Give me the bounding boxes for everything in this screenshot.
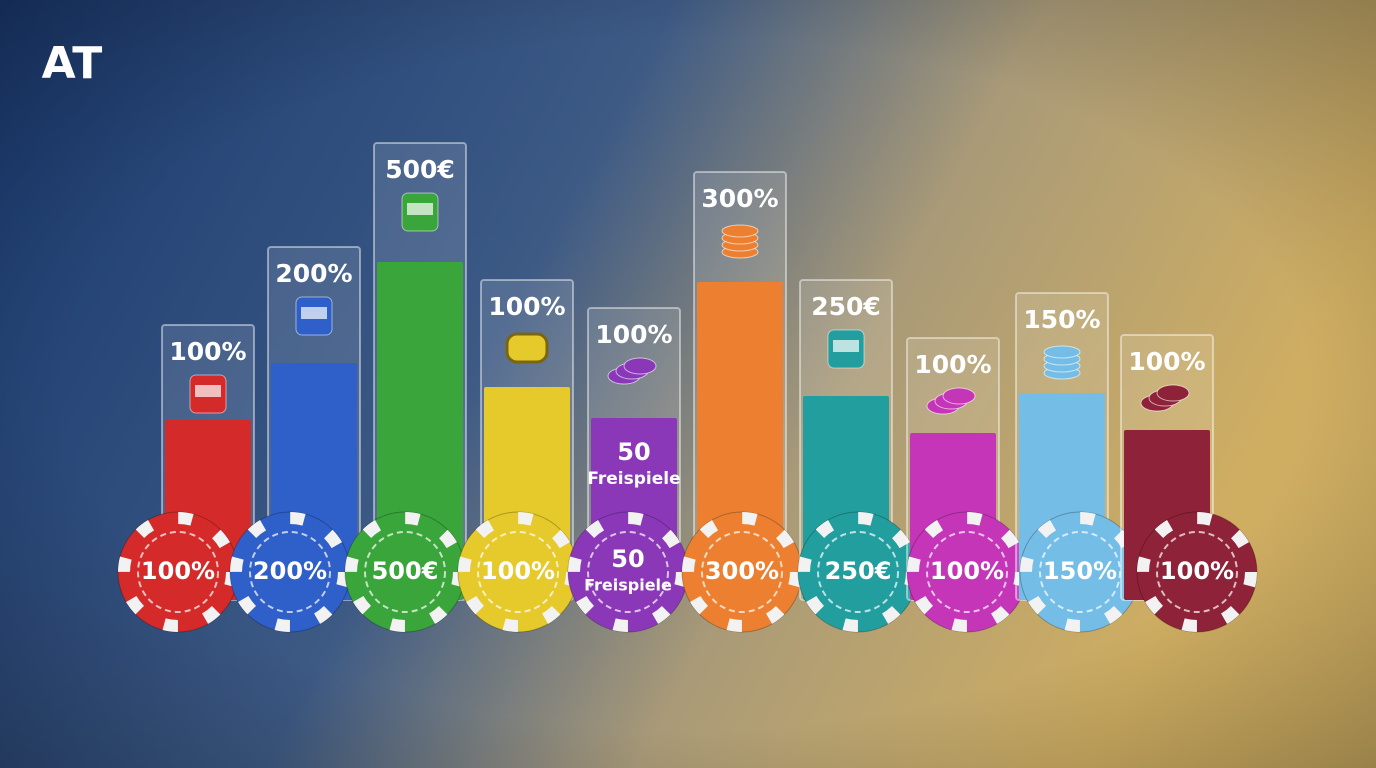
top-label: 100% <box>595 320 672 349</box>
chip-label: 100% <box>930 557 1004 585</box>
chip-label: 200% <box>253 557 327 585</box>
chip-label: 100% <box>481 557 555 585</box>
top-label: 300% <box>701 184 778 213</box>
chip-label: 250€ <box>825 557 892 585</box>
column: 200% 200% <box>229 246 361 633</box>
title: AT <box>42 38 103 89</box>
chip-ring <box>587 531 669 613</box>
column: 100% 100% <box>457 279 579 633</box>
chip-ring <box>817 531 899 613</box>
reel-icon <box>505 332 549 364</box>
chip-icon <box>1156 384 1190 402</box>
chip-ring <box>1039 531 1121 613</box>
bar-label: Freispiele <box>587 469 680 489</box>
slot-window <box>833 340 859 352</box>
top-label: 100% <box>488 292 565 321</box>
columns: 100% 100% 200% 200% 500€ 500€ 100% 100% 100% 50 Fr… <box>117 142 1258 633</box>
top-label: 100% <box>169 337 246 366</box>
slot-window <box>195 385 221 397</box>
column: 100% 100% <box>1120 334 1258 633</box>
bar-label: 50 <box>617 438 650 466</box>
coin-icon <box>1043 345 1081 359</box>
top-label: 500€ <box>385 155 455 184</box>
chip-label: 50 <box>611 545 644 573</box>
chip-ring <box>249 531 331 613</box>
column: 500€ 500€ <box>344 142 467 633</box>
chip-edge <box>230 512 350 632</box>
chip-label: 300% <box>705 557 779 585</box>
column: 100% 100% <box>906 337 1028 633</box>
top-label: 250€ <box>811 292 881 321</box>
chip-ring <box>364 531 446 613</box>
top-label: 100% <box>914 350 991 379</box>
chip-label: Freispiele <box>584 576 672 595</box>
chip-icon <box>942 387 976 405</box>
chip-ring <box>926 531 1008 613</box>
chip-ring <box>137 531 219 613</box>
chip-ring <box>477 531 559 613</box>
chip-label: 100% <box>1160 557 1234 585</box>
top-label: 150% <box>1023 305 1100 334</box>
chip-ring <box>701 531 783 613</box>
slot-window <box>301 307 327 319</box>
chip-label: 500€ <box>372 557 439 585</box>
chip-ring <box>1156 531 1238 613</box>
top-label: 100% <box>1128 347 1205 376</box>
column: 300% 300% <box>681 171 803 633</box>
chip-icon <box>623 357 657 375</box>
slot-window <box>407 203 433 215</box>
coin-icon <box>721 224 759 238</box>
chip-edge <box>682 512 802 632</box>
top-label: 200% <box>275 259 352 288</box>
chip-label: 100% <box>141 557 215 585</box>
chip-label: 150% <box>1043 557 1117 585</box>
column: 250€ 250€ <box>797 279 919 633</box>
chip-edge <box>1137 512 1257 632</box>
